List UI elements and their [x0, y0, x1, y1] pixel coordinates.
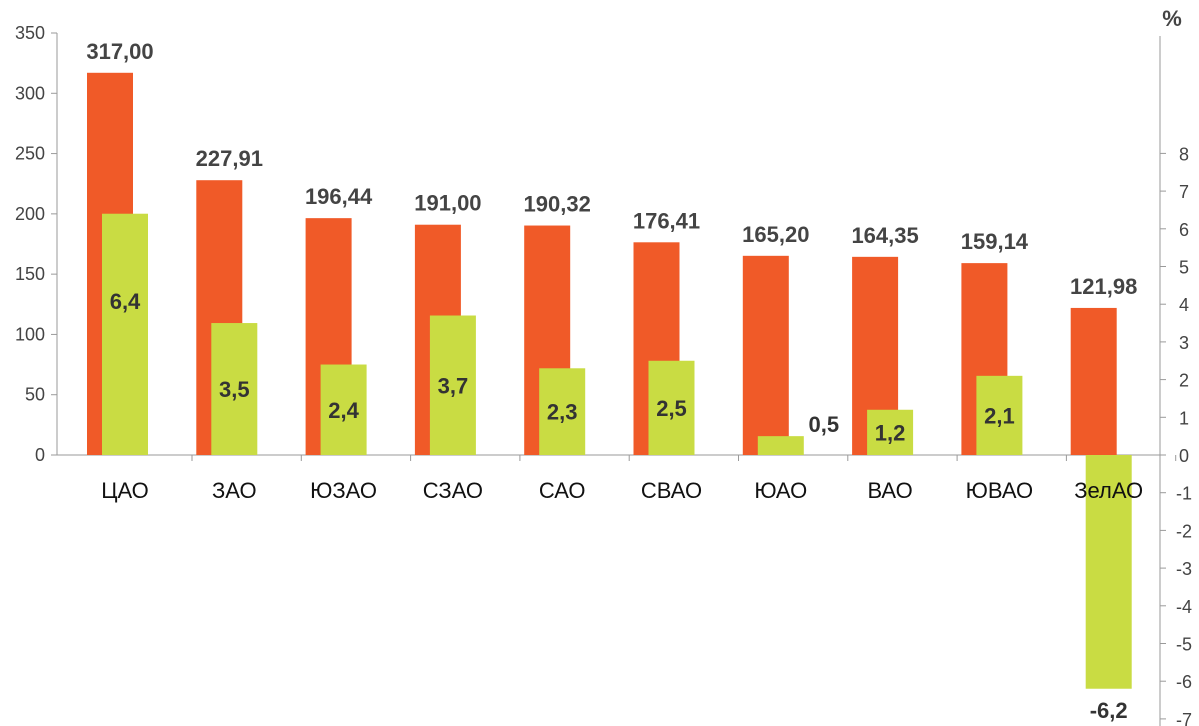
percent-label: -6,2: [1090, 698, 1128, 723]
right-axis-unit: %: [1162, 6, 1182, 31]
right-tick-label: -1: [1176, 484, 1192, 504]
bar-percent: [867, 409, 914, 455]
right-tick-label: -4: [1176, 597, 1192, 617]
right-tick-label: -2: [1176, 521, 1192, 541]
category-labels: ЦАО ЗАО ЮЗАО СЗАО САО СВАО ЮАО ВАО ЮВАО ЗелАО: [101, 478, 1143, 503]
percent-label: 2,3: [547, 400, 578, 425]
category-label: ЦАО: [101, 478, 149, 503]
right-tick-label: -3: [1176, 559, 1192, 579]
percent-label: 2,4: [328, 398, 359, 423]
category-label: ЮЗАО: [310, 478, 377, 503]
left-tick-label: 300: [15, 83, 45, 103]
percent-label: 1,2: [875, 420, 906, 445]
left-tick-label: 250: [15, 144, 45, 164]
bar-percent: [757, 436, 804, 455]
bar-value: [1070, 307, 1117, 455]
right-tick-label: 4: [1179, 295, 1189, 315]
value-label: 190,32: [524, 192, 591, 217]
right-tick-label: 3: [1179, 333, 1189, 353]
percent-label: 0,5: [809, 412, 840, 437]
percent-label: 3,5: [219, 377, 250, 402]
percent-label: 3,7: [438, 373, 469, 398]
percent-label: 2,1: [984, 403, 1015, 428]
bar-percent: [976, 375, 1023, 455]
bars: [87, 72, 1132, 689]
value-label: 176,41: [633, 208, 700, 233]
value-label: 164,35: [851, 223, 918, 248]
value-label: 227,91: [196, 146, 263, 171]
left-tick-label: 150: [15, 264, 45, 284]
bar-percent: [648, 360, 695, 455]
value-label: 165,20: [742, 222, 809, 247]
right-tick-label: 1: [1179, 408, 1189, 428]
left-tick-label: 350: [15, 23, 45, 43]
value-label: 159,14: [961, 229, 1029, 254]
left-tick-label: 0: [35, 445, 45, 465]
data-labels: 317,00 6,4 227,91 3,5 196,44 2,4 191,00 3,7 190,…: [86, 39, 1137, 723]
bar-percent: [539, 368, 586, 455]
category-label: ВАО: [867, 478, 912, 503]
value-label: 121,98: [1070, 274, 1137, 299]
percent-label: 6,4: [110, 289, 141, 314]
right-tick-label: -7: [1176, 710, 1192, 726]
value-label: 196,44: [305, 184, 373, 209]
category-label: ЮВАО: [966, 478, 1033, 503]
bar-percent: [102, 213, 148, 455]
left-tick-label: 200: [15, 204, 45, 224]
right-tick-label: 2: [1179, 371, 1189, 391]
bar-percent: [320, 364, 367, 455]
percent-label: 2,5: [656, 396, 687, 421]
bar-value: [742, 255, 789, 455]
category-label: СЗАО: [423, 478, 483, 503]
right-tick-label: -5: [1176, 635, 1192, 655]
right-tick-label: 7: [1179, 182, 1189, 202]
right-tick-label: 8: [1179, 144, 1189, 164]
bar-percent: [1085, 455, 1132, 689]
right-tick-label: 5: [1179, 258, 1189, 278]
category-label: САО: [539, 478, 586, 503]
category-label: ЮАО: [754, 478, 807, 503]
category-label: ЗАО: [212, 478, 257, 503]
left-tick-label: 100: [15, 324, 45, 344]
value-label: 317,00: [86, 39, 153, 64]
category-label: ЗелАО: [1074, 478, 1143, 503]
right-tick-label: -6: [1176, 672, 1192, 692]
bar-percent: [429, 315, 476, 455]
value-label: 191,00: [414, 191, 481, 216]
category-label: СВАО: [641, 478, 702, 503]
right-tick-label: 6: [1179, 220, 1189, 240]
right-tick-label: 0: [1179, 446, 1189, 466]
right-axis: % -7 -6 -5 -4 -3 -2 -1 0 1 2 3 4 5 6 7 8: [1159, 6, 1192, 726]
left-tick-label: 50: [25, 385, 45, 405]
bar-percent: [211, 323, 258, 455]
